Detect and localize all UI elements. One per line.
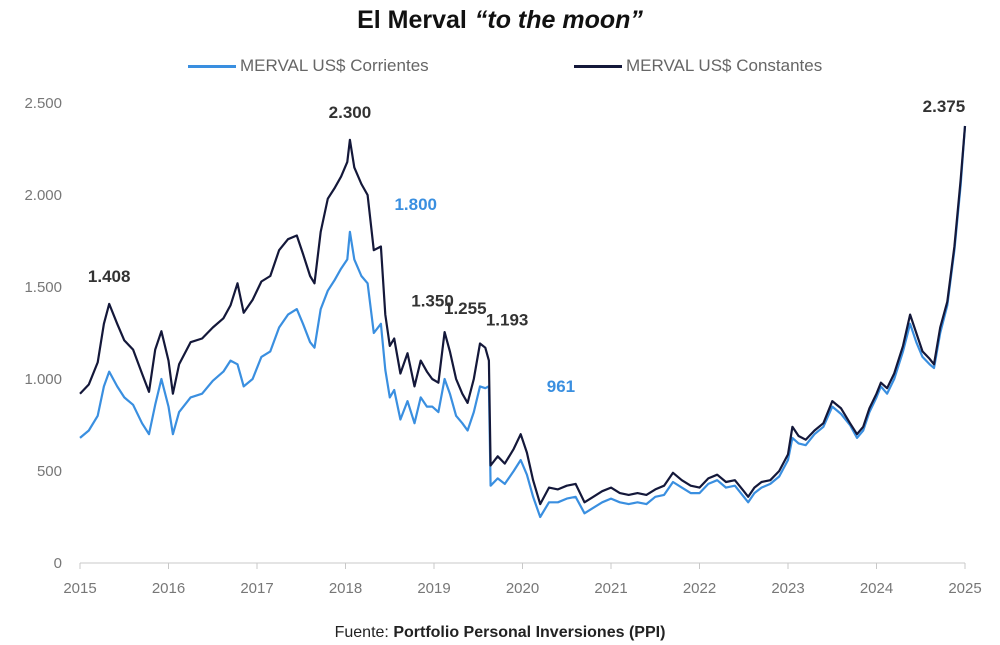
series-line-constantes (79, 125, 967, 506)
x-tick-label: 2016 (152, 580, 185, 597)
chart-title-emphasis: “to the moon” (474, 6, 643, 34)
x-tick-label: 2022 (683, 580, 716, 597)
x-tick-label: 2015 (63, 580, 96, 597)
series-lines (79, 125, 967, 519)
x-tick-label: 2020 (506, 580, 539, 597)
data-label: 1.255 (444, 299, 487, 318)
chart-title-main: El Merval (357, 6, 467, 34)
y-tick-label: 2.500 (24, 95, 62, 112)
y-tick-label: 2.000 (24, 187, 62, 204)
series-line-corrientes (79, 125, 967, 519)
legend-label-corrientes: MERVAL US$ Corrientes (240, 56, 429, 75)
x-tick-label: 2018 (329, 580, 362, 597)
data-label: 1.800 (394, 195, 437, 214)
x-tick-label: 2017 (240, 580, 273, 597)
legend-swatch-corrientes (188, 64, 236, 68)
chart-title: El Merval “to the moon” (0, 6, 1000, 35)
y-tick-label: 0 (54, 555, 62, 572)
source-name: Portfolio Personal Inversiones (PPI) (393, 624, 666, 641)
y-tick-label: 1.000 (24, 371, 62, 388)
data-label: 961 (547, 377, 575, 396)
axes: 0 500 1.000 1.500 2.000 2.500 2015 2016 2017 2018… (24, 95, 981, 597)
data-label: 1.408 (88, 267, 131, 286)
data-label: 1.193 (486, 310, 529, 329)
y-tick-label: 1.500 (24, 279, 62, 296)
legend-item-corrientes: MERVAL US$ Corrientes (188, 56, 429, 76)
x-tick-label: 2024 (860, 580, 893, 597)
legend-swatch-constantes (574, 64, 622, 68)
data-label: 2.300 (329, 103, 372, 122)
x-tick-label: 2021 (594, 580, 627, 597)
source-note: Fuente: Portfolio Personal Inversiones (… (0, 624, 1000, 642)
data-label: 2.375 (923, 97, 966, 116)
source-prefix: Fuente: (334, 624, 389, 641)
x-tick-label: 2019 (417, 580, 450, 597)
data-label: 1.350 (411, 292, 454, 311)
y-tick-label: 500 (37, 463, 62, 480)
x-tick-label: 2023 (771, 580, 804, 597)
x-tick-label: 2025 (948, 580, 981, 597)
legend: MERVAL US$ Corrientes MERVAL US$ Constan… (0, 56, 1000, 80)
legend-label-constantes: MERVAL US$ Constantes (626, 56, 823, 75)
legend-item-constantes: MERVAL US$ Constantes (574, 56, 822, 76)
